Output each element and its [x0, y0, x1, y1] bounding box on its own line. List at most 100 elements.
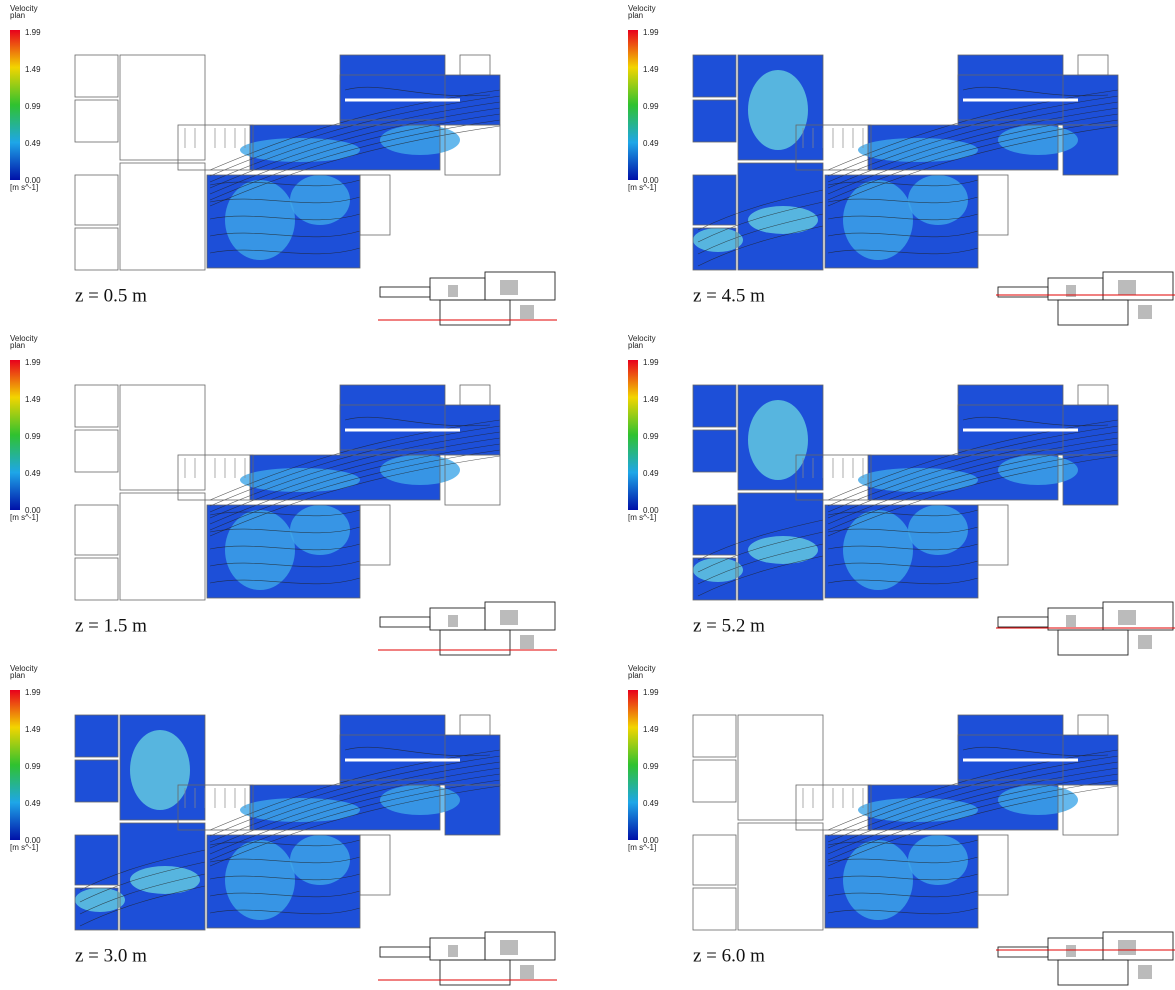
legend-tick: 0.49 [643, 799, 659, 808]
caption: z = 3.0 m [75, 945, 147, 966]
velocity-patch [748, 70, 808, 150]
legend-tick: 1.49 [25, 725, 41, 734]
section-fill [520, 305, 534, 319]
velocity-patch [130, 730, 190, 810]
section-fill [448, 945, 458, 957]
section-diagram [378, 602, 557, 655]
velocity-field [693, 505, 736, 555]
section-outline [380, 617, 430, 627]
room-outline [693, 835, 736, 885]
section-fill [500, 610, 518, 625]
room-outline [120, 55, 205, 160]
legend-tick: 0.99 [25, 432, 41, 441]
velocity-patch [748, 400, 808, 480]
section-outline [998, 617, 1048, 627]
legend-tick: 0.99 [25, 102, 41, 111]
color-bar [628, 360, 638, 510]
section-fill [1066, 945, 1076, 957]
section-fill [1138, 635, 1152, 649]
velocity-patch [225, 510, 295, 590]
room-outline [693, 888, 736, 930]
legend-tick: 0.49 [25, 799, 41, 808]
room-outline [693, 715, 736, 757]
section-fill [1118, 610, 1136, 625]
velocity-field [75, 760, 118, 802]
velocity-patch [225, 840, 295, 920]
section-fill [1138, 965, 1152, 979]
section-diagram [996, 932, 1175, 985]
section-outline [485, 932, 555, 960]
legend-subtitle: plan [628, 671, 643, 680]
legend-tick: 0.49 [25, 469, 41, 478]
room-outline [460, 385, 490, 405]
plan-panel: Velocityplan1.991.490.990.490.00[m s^-1]… [618, 660, 1175, 990]
room-outline [738, 715, 823, 820]
room-outline [360, 835, 390, 895]
legend-tick: 1.99 [643, 688, 659, 697]
section-outline [380, 947, 430, 957]
legend-tick: 0.49 [643, 139, 659, 148]
plan-panel: Velocityplan1.991.490.990.490.00[m s^-1]… [0, 330, 587, 660]
section-diagram [378, 932, 557, 985]
section-diagram [996, 602, 1175, 655]
room-outline [120, 493, 205, 600]
legend-tick: 1.99 [25, 28, 41, 37]
velocity-patch [843, 180, 913, 260]
room-outline [1078, 715, 1108, 735]
legend-tick: 1.99 [643, 358, 659, 367]
velocity-field [693, 100, 736, 142]
legend-tick: 1.49 [643, 725, 659, 734]
section-fill [1138, 305, 1152, 319]
color-bar [628, 30, 638, 180]
room-outline [738, 823, 823, 930]
room-outline [75, 228, 118, 270]
velocity-field [693, 430, 736, 472]
velocity-patch [225, 180, 295, 260]
room-outline [978, 505, 1008, 565]
section-outline [485, 602, 555, 630]
legend-tick: 0.99 [643, 762, 659, 771]
velocity-patch [693, 228, 743, 252]
section-fill [1118, 280, 1136, 295]
velocity-patch [290, 505, 350, 555]
legend-tick: 0.99 [643, 102, 659, 111]
room-outline [75, 100, 118, 142]
room-outline [75, 558, 118, 600]
velocity-field [693, 55, 736, 97]
velocity-patch [75, 888, 125, 912]
legend-tick: 0.99 [25, 762, 41, 771]
velocity-patch [908, 175, 968, 225]
section-outline [1103, 932, 1173, 960]
color-bar [10, 360, 20, 510]
room-outline [978, 175, 1008, 235]
legend-unit: [m s^-1] [628, 183, 656, 192]
velocity-field [693, 385, 736, 427]
legend-tick: 0.49 [643, 469, 659, 478]
section-fill [520, 965, 534, 979]
section-fill [500, 940, 518, 955]
legend-tick: 1.49 [643, 65, 659, 74]
room-outline [120, 385, 205, 490]
legend-subtitle: plan [10, 671, 25, 680]
plan-panel: Velocityplan1.991.490.990.490.00[m s^-1]… [618, 0, 1175, 330]
velocity-field [75, 715, 118, 757]
caption: z = 4.5 m [693, 285, 765, 306]
legend-subtitle: plan [10, 341, 25, 350]
room-outline [75, 505, 118, 555]
plan-panel: Velocityplan1.991.490.990.490.00[m s^-1]… [0, 660, 587, 990]
room-outline [360, 505, 390, 565]
section-fill [1118, 940, 1136, 955]
caption: z = 1.5 m [75, 615, 147, 636]
room-outline [75, 430, 118, 472]
legend-unit: [m s^-1] [10, 843, 38, 852]
section-diagram [378, 272, 557, 325]
legend-unit: [m s^-1] [10, 183, 38, 192]
velocity-patch [908, 505, 968, 555]
legend-tick: 0.49 [25, 139, 41, 148]
velocity-patch [843, 840, 913, 920]
section-outline [440, 630, 510, 655]
room-outline [75, 175, 118, 225]
section-diagram [996, 272, 1175, 325]
section-outline [998, 947, 1048, 957]
legend-unit: [m s^-1] [628, 843, 656, 852]
